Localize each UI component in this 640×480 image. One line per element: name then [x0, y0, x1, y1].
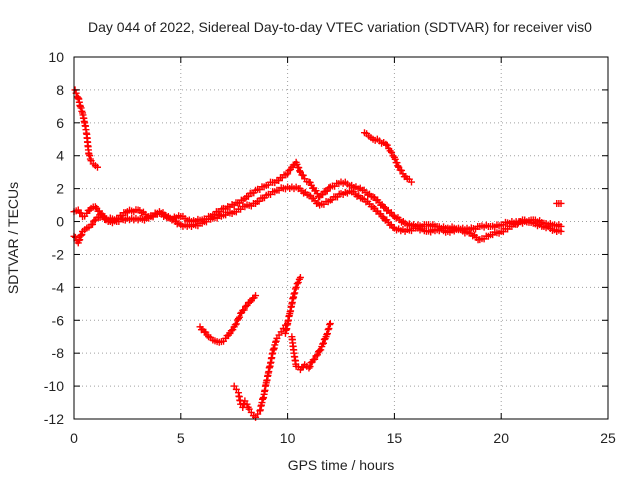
- data-point: [557, 227, 565, 235]
- data-point: [292, 283, 300, 291]
- data-point: [383, 141, 391, 149]
- data-point: [319, 340, 327, 348]
- data-point: [76, 102, 84, 110]
- data-point: [296, 273, 304, 281]
- data-point: [323, 331, 331, 339]
- data-point: [314, 351, 322, 359]
- data-point: [317, 346, 325, 354]
- y-tick-label: 2: [56, 181, 64, 197]
- data-point: [242, 303, 250, 311]
- y-tick-label: 10: [48, 49, 64, 65]
- data-point: [388, 148, 396, 156]
- y-tick-label: -6: [52, 312, 65, 328]
- data-points: [70, 86, 565, 421]
- data-point: [393, 159, 401, 167]
- data-point: [312, 352, 320, 360]
- data-point: [299, 171, 307, 179]
- data-point: [89, 220, 97, 228]
- y-tick-label: 0: [56, 214, 64, 230]
- data-point: [75, 236, 83, 244]
- data-point: [326, 320, 334, 328]
- data-point: [398, 166, 406, 174]
- y-tick-label: -2: [52, 246, 65, 262]
- data-point: [78, 107, 86, 115]
- data-point: [306, 363, 314, 371]
- data-point: [86, 155, 94, 163]
- data-point: [311, 355, 319, 363]
- data-point: [325, 325, 333, 333]
- data-point: [227, 327, 235, 335]
- data-point: [305, 191, 313, 199]
- data-point: [85, 150, 93, 158]
- data-point: [293, 280, 301, 288]
- y-tick-label: -8: [52, 345, 65, 361]
- data-point: [93, 163, 101, 171]
- data-point: [557, 199, 565, 207]
- data-point: [394, 162, 402, 170]
- data-point: [407, 178, 415, 186]
- data-point: [326, 321, 334, 329]
- grid-lines: [74, 57, 608, 419]
- y-axis-label: SDTVAR / TECUs: [5, 182, 21, 294]
- data-point: [291, 285, 299, 293]
- data-point: [369, 193, 377, 201]
- x-tick-label: 20: [493, 430, 509, 446]
- y-tick-label: 4: [56, 148, 64, 164]
- data-point: [77, 231, 85, 239]
- y-tick-label: -12: [44, 411, 64, 427]
- data-point: [71, 233, 79, 241]
- x-tick-label: 0: [70, 430, 78, 446]
- data-point: [77, 104, 85, 112]
- y-tick-label: -10: [44, 378, 64, 394]
- data-point: [291, 289, 299, 297]
- data-point: [271, 338, 279, 346]
- data-point: [78, 231, 86, 239]
- x-tick-label: 25: [600, 430, 616, 446]
- data-point: [76, 232, 84, 240]
- data-point: [296, 167, 304, 175]
- x-tick-label: 5: [177, 430, 185, 446]
- data-point: [243, 400, 251, 408]
- data-point: [323, 330, 331, 338]
- data-point: [252, 292, 260, 300]
- plot-frame: [73, 56, 609, 420]
- data-point: [319, 339, 327, 347]
- x-tick-label: 15: [387, 430, 403, 446]
- y-tick-label: 8: [56, 82, 64, 98]
- data-point: [324, 326, 332, 334]
- data-point: [389, 152, 397, 160]
- data-point: [240, 306, 248, 314]
- data-point: [389, 223, 397, 231]
- data-point: [389, 211, 397, 219]
- data-point: [319, 191, 327, 199]
- y-tick-label: 6: [56, 115, 64, 131]
- data-point: [294, 278, 302, 286]
- data-point: [323, 187, 331, 195]
- data-point: [295, 164, 303, 172]
- data-point: [380, 203, 388, 211]
- y-tick-label: -4: [52, 279, 65, 295]
- data-point: [305, 364, 313, 372]
- data-point: [382, 140, 390, 148]
- data-point: [234, 315, 242, 323]
- chart-title: Day 044 of 2022, Sidereal Day-to-day VTE…: [88, 19, 592, 35]
- data-point: [86, 152, 94, 160]
- data-point: [231, 321, 239, 329]
- data-point: [284, 170, 292, 178]
- data-point: [325, 184, 333, 192]
- data-point: [290, 290, 298, 298]
- data-point: [76, 236, 84, 244]
- x-tick-label: 10: [280, 430, 296, 446]
- x-axis-label: GPS time / hours: [288, 457, 395, 473]
- data-point: [236, 313, 244, 321]
- data-point: [98, 211, 106, 219]
- data-point: [386, 147, 394, 155]
- data-point: [316, 347, 324, 355]
- data-point: [232, 320, 240, 328]
